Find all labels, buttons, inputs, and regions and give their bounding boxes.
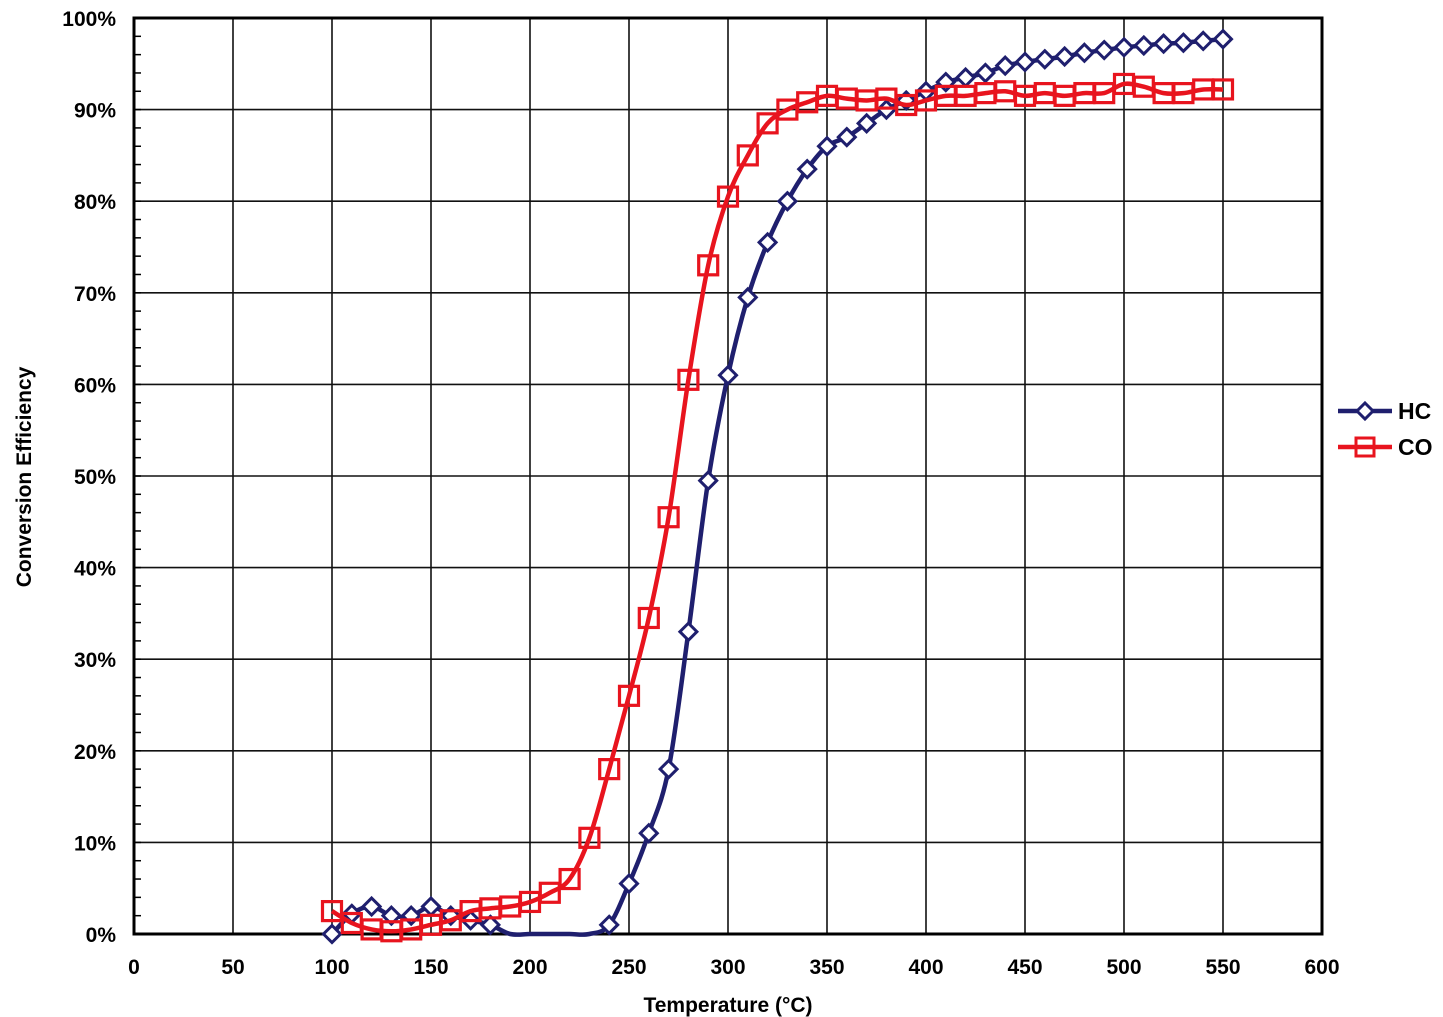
data-point-hc: [816, 135, 838, 157]
data-point-co: [736, 144, 759, 167]
data-point-co: [558, 867, 581, 891]
x-tick-label: 500: [1106, 956, 1141, 979]
y-tick-label: 0%: [86, 924, 117, 947]
y-tick-label: 100%: [62, 8, 116, 31]
data-point-hc: [855, 112, 878, 134]
x-tick-label: 400: [908, 956, 943, 979]
y-tick-label: 60%: [74, 374, 116, 397]
data-point-co: [538, 881, 561, 904]
x-tick-label: 100: [314, 956, 349, 979]
data-point-co: [578, 826, 601, 849]
data-point-hc: [1192, 30, 1214, 52]
data-point-hc: [1034, 48, 1056, 70]
data-point-hc: [1093, 39, 1115, 61]
data-point-hc: [657, 758, 680, 780]
x-tick-label: 250: [611, 956, 646, 979]
x-tick-label: 600: [1304, 956, 1339, 979]
legend: HC CO: [1338, 398, 1433, 460]
data-point-co: [716, 185, 740, 208]
data-point-co: [637, 606, 660, 630]
data-point-hc: [836, 126, 858, 148]
data-point-hc: [1113, 36, 1135, 58]
data-point-hc: [776, 190, 799, 212]
legend-label: CO: [1398, 434, 1433, 460]
data-point-hc: [420, 895, 442, 918]
y-axis-title: Conversion Efficiency: [13, 366, 36, 587]
data-point-hc: [974, 62, 997, 84]
data-point-hc: [677, 621, 700, 643]
data-point-co: [677, 368, 700, 391]
y-tick-label: 50%: [74, 466, 116, 489]
data-point-co: [697, 254, 720, 277]
data-point-hc: [1172, 32, 1195, 54]
data-point-hc: [598, 914, 620, 936]
series-layer: [320, 28, 1235, 945]
data-point-hc: [697, 469, 719, 492]
y-tick-label: 10%: [74, 832, 116, 855]
data-point-hc: [479, 914, 502, 936]
data-point-hc: [954, 66, 977, 89]
plot-area-frame: [132, 16, 1324, 936]
y-axis-tick-labels: 0% 10% 20% 30% 40% 50% 60% 70% 80% 90% 100%: [62, 8, 116, 947]
data-point-co: [320, 899, 344, 923]
data-point-co: [657, 506, 680, 529]
legend-marker: [1354, 436, 1376, 458]
y-tick-label: 80%: [74, 191, 116, 214]
series-co: [320, 72, 1235, 943]
legend-item-hc: HC: [1338, 398, 1431, 424]
data-point-hc: [321, 923, 343, 945]
data-point-hc: [1152, 33, 1175, 55]
x-tick-label: 300: [710, 956, 745, 979]
data-point-hc: [737, 286, 759, 309]
data-point-hc: [935, 71, 957, 93]
x-tick-label: 0: [128, 956, 140, 979]
data-point-co: [756, 112, 779, 135]
x-tick-label: 200: [512, 956, 547, 979]
series-line-hc: [330, 36, 1224, 937]
y-tick-label: 20%: [74, 741, 116, 764]
x-tick-label: 550: [1205, 956, 1240, 979]
data-point-co: [1211, 78, 1235, 101]
y-tick-label: 90%: [74, 100, 116, 123]
x-tick-label: 350: [809, 956, 844, 979]
data-point-hc: [638, 822, 660, 844]
data-point-hc: [618, 872, 640, 895]
data-point-hc: [1053, 45, 1076, 68]
data-point-hc: [1014, 51, 1036, 73]
data-point-hc: [717, 364, 739, 386]
series-hc: [321, 28, 1234, 945]
grid-lines: [133, 17, 1323, 935]
legend-item-co: CO: [1338, 434, 1433, 460]
x-axis-tick-labels: 0 50 100 150 200 250 300 350 400 450 500 550 600: [128, 956, 1339, 979]
x-tick-label: 450: [1007, 956, 1042, 979]
data-point-hc: [380, 905, 403, 927]
data-point-hc: [1133, 34, 1155, 57]
data-point-co: [617, 684, 641, 707]
y-tick-label: 70%: [74, 283, 116, 306]
legend-marker: [1354, 400, 1376, 422]
series-line-co: [330, 81, 1224, 934]
x-axis-title: Temperature (°C): [643, 994, 812, 1017]
data-point-hc: [1073, 42, 1096, 64]
y-tick-label: 40%: [74, 558, 116, 581]
data-point-co: [598, 758, 621, 781]
data-point-hc: [360, 895, 383, 918]
x-tick-label: 50: [221, 956, 244, 979]
data-point-hc: [756, 231, 779, 254]
legend-label: HC: [1398, 398, 1431, 424]
data-point-hc: [994, 55, 1016, 77]
x-tick-label: 150: [413, 956, 448, 979]
data-point-hc: [400, 905, 422, 927]
data-point-hc: [796, 158, 818, 180]
data-point-hc: [1212, 28, 1234, 50]
y-tick-label: 30%: [74, 649, 116, 672]
